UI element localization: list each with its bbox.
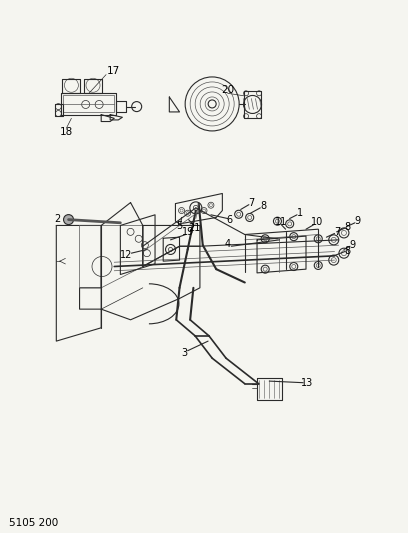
Text: 7: 7 [334, 227, 341, 237]
Text: 8: 8 [344, 246, 351, 255]
Text: 5: 5 [176, 221, 183, 231]
Text: 5105 200: 5105 200 [9, 518, 58, 528]
Text: 2: 2 [54, 214, 60, 223]
Text: 8: 8 [260, 201, 266, 211]
Text: 6: 6 [226, 215, 233, 225]
Text: 8: 8 [344, 222, 351, 231]
Text: 1: 1 [297, 208, 303, 218]
Text: 4: 4 [224, 239, 231, 249]
Text: 3: 3 [181, 348, 188, 358]
Text: 10: 10 [311, 217, 324, 227]
Text: 19: 19 [182, 228, 195, 237]
Circle shape [64, 215, 73, 224]
Text: 13: 13 [301, 378, 313, 387]
Text: 18: 18 [60, 127, 73, 137]
Text: 9: 9 [355, 216, 361, 226]
Text: 21: 21 [188, 223, 200, 233]
Text: 7: 7 [248, 198, 255, 207]
Text: 17: 17 [107, 66, 120, 76]
Text: 9: 9 [350, 240, 356, 250]
Text: 12: 12 [120, 250, 132, 260]
Text: 20: 20 [221, 85, 234, 95]
Text: 11: 11 [275, 217, 288, 227]
